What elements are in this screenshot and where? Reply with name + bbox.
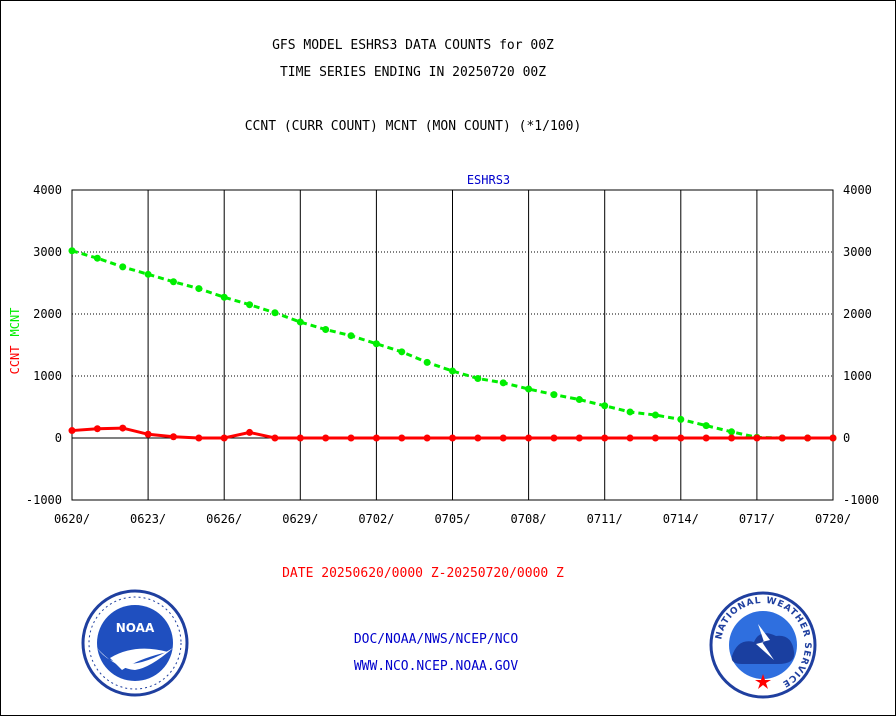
x-tick-label: 0717/ [739,512,775,526]
data-point-mcnt [68,247,76,255]
data-point-ccnt [296,434,304,442]
data-point-mcnt [702,422,710,430]
data-point-ccnt [677,434,685,442]
data-point-ccnt [804,434,812,442]
data-point-ccnt [271,434,279,442]
x-tick-label: 0626/ [206,512,242,526]
y-tick-label-left: 3000 [33,245,62,259]
data-point-ccnt [474,434,482,442]
data-point-mcnt [119,263,127,271]
data-point-mcnt [651,411,659,419]
data-point-ccnt [575,434,583,442]
data-point-ccnt [169,433,177,441]
chart-title-line2: TIME SERIES ENDING IN 20250720 00Z [279,65,547,80]
org-path-label: DOC/NOAA/NWS/NCEP/NCO [353,632,519,647]
data-point-mcnt [93,254,101,262]
data-point-ccnt [398,434,406,442]
data-point-mcnt [423,358,431,366]
data-point-mcnt [246,301,254,309]
data-point-ccnt [702,434,710,442]
data-point-mcnt [296,318,304,326]
data-point-mcnt [499,379,507,387]
data-point-mcnt [322,326,330,333]
website-label: WWW.NCO.NCEP.NOAA.GOV [353,659,519,674]
data-point-mcnt [626,408,634,416]
x-tick-label: 0720/ [815,512,851,526]
x-tick-label: 0705/ [434,512,470,526]
data-point-ccnt [728,434,736,442]
data-point-mcnt [449,367,456,375]
y-tick-label-right: 4000 [843,183,872,197]
data-point-ccnt [246,428,254,436]
data-point-mcnt [372,340,380,348]
data-point-mcnt [575,396,583,404]
data-point-ccnt [322,434,330,442]
data-point-ccnt [525,434,533,442]
plot-area [71,189,834,501]
data-point-ccnt [499,434,507,442]
y-tick-label-right: 2000 [843,307,872,321]
data-point-ccnt [550,434,558,442]
data-point-ccnt [144,430,152,438]
data-point-ccnt [651,434,659,442]
data-point-ccnt [753,434,761,442]
x-tick-label: 0708/ [511,512,547,526]
y-tick-label-right: -1000 [843,493,879,507]
data-point-mcnt [601,402,609,410]
y-tick-label-right: 1000 [843,369,872,383]
data-point-ccnt [93,425,101,433]
data-point-mcnt [474,374,482,382]
y-tick-label-right: 0 [843,431,850,445]
data-point-mcnt [144,270,152,278]
y-tick-label-left: 4000 [33,183,62,197]
chart-title-line1: GFS MODEL ESHRS3 DATA COUNTS for 00Z [272,38,554,53]
date-range-label: DATE 20250620/0000 Z-20250720/0000 Z [282,566,564,581]
data-point-ccnt [347,434,355,442]
data-point-ccnt [626,434,634,442]
data-point-ccnt [68,427,76,435]
noaa-logo: NOAA [81,589,189,697]
data-point-mcnt [169,278,177,286]
data-point-mcnt [550,391,558,399]
data-point-mcnt [347,332,355,340]
x-tick-label: 0629/ [282,512,318,526]
x-tick-label: 0620/ [54,512,90,526]
data-point-ccnt [829,434,837,442]
data-point-mcnt [525,385,533,393]
data-point-mcnt [677,415,685,423]
chart-subtitle: CCNT (CURR COUNT) MCNT (MON COUNT) (*1/1… [244,119,582,134]
data-point-ccnt [601,434,609,442]
data-point-ccnt [195,434,203,442]
y-tick-label-left: 0 [55,431,62,445]
nws-logo: NATIONAL WEATHER SERVICE [709,591,817,699]
y-axis-label-mcnt: MCNT [8,308,22,337]
y-tick-label-left: 2000 [33,307,62,321]
data-point-ccnt [778,434,786,442]
data-point-ccnt [119,424,127,432]
y-tick-label-left: -1000 [26,493,62,507]
x-tick-label: 0714/ [663,512,699,526]
x-tick-label: 0711/ [587,512,623,526]
y-tick-label-left: 1000 [33,369,62,383]
data-point-mcnt [398,348,406,356]
data-point-mcnt [220,293,228,301]
data-point-ccnt [220,434,228,442]
data-point-ccnt [423,434,431,442]
data-point-mcnt [195,285,203,293]
x-tick-label: 0623/ [130,512,166,526]
chart-series-title: ESHRS3 [467,173,510,187]
noaa-logo-text: NOAA [116,621,155,635]
y-axis-label-ccnt: CCNT [8,346,22,375]
x-tick-label: 0702/ [358,512,394,526]
data-point-mcnt [728,428,736,436]
data-point-mcnt [271,309,279,317]
data-point-ccnt [449,434,456,442]
data-point-ccnt [372,434,380,442]
y-tick-label-right: 3000 [843,245,872,259]
y-axis-label: CCNT MCNT [8,308,22,375]
